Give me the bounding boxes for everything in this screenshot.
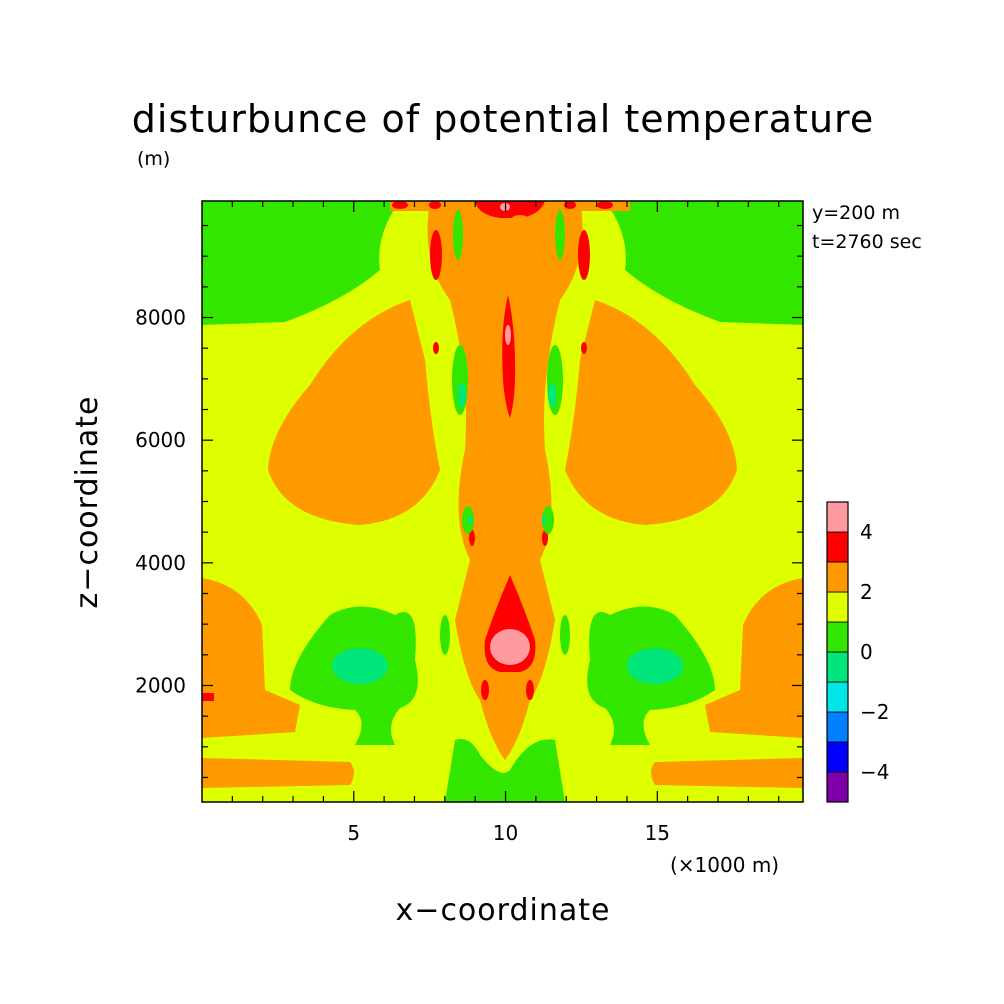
contour-field	[202, 201, 803, 802]
cold-spot	[458, 383, 466, 407]
colorbar-swatch	[826, 591, 849, 623]
x-tick-labels: 5 10 15	[347, 821, 670, 845]
region-left-warm-lobe	[268, 300, 440, 525]
y-tick-label: 8000	[135, 306, 186, 330]
colorbar	[826, 501, 849, 803]
y-tick-label: 2000	[135, 673, 186, 697]
warm-spot	[430, 230, 442, 280]
top-column-gap	[508, 215, 532, 235]
colorbar-swatch	[826, 771, 849, 803]
chart-title: disturbunce of potential temperature	[132, 97, 874, 141]
warm-spot	[526, 680, 534, 700]
colorbar-tick-label: 4	[860, 520, 873, 544]
colorbar-tick-label: −2	[860, 700, 889, 724]
axis-ticks	[202, 201, 803, 802]
cool-spot	[542, 506, 554, 534]
region-central-upper-jet	[502, 295, 516, 418]
top-hot-spot	[429, 201, 441, 209]
colorbar-swatch	[826, 711, 849, 743]
region-top-hot-spots	[475, 201, 545, 218]
colorbar-tick-label: −4	[860, 760, 889, 784]
region-upper-left-cool	[202, 201, 400, 325]
warm-spot	[542, 530, 548, 546]
warm-spot	[433, 342, 439, 354]
jet-core	[505, 325, 511, 345]
left-edge-spot	[202, 693, 214, 701]
colorbar-swatch	[826, 651, 849, 683]
top-hot-spot	[597, 201, 613, 209]
cold-spot	[468, 515, 472, 525]
region-bottom-cool-base	[445, 739, 565, 802]
y-tick-label: 6000	[135, 428, 186, 452]
region-lower-left-warm-band	[202, 578, 300, 738]
cold-spot	[548, 383, 556, 407]
cool-spot	[547, 345, 563, 415]
colorbar-swatch	[826, 501, 849, 533]
warm-spot	[481, 680, 489, 700]
annotation-time: t=2760 sec	[812, 231, 922, 253]
region-lower-right-bottom-band	[651, 758, 803, 788]
colorbar-tick-label: 2	[860, 580, 873, 604]
colorbar-frame	[826, 501, 849, 803]
region-upper-right-cool	[605, 201, 803, 325]
top-hot-spot	[392, 201, 408, 209]
x-tick-label: 15	[645, 821, 670, 845]
y-tick-labels: 2000 4000 6000 8000	[135, 306, 186, 698]
cool-spot	[555, 210, 565, 260]
region-central-column	[427, 201, 583, 760]
y-axis-label: z−coordinate	[70, 396, 105, 609]
colorbar-tick-labels: −4 −2 0 2 4	[860, 520, 889, 784]
x-axis-unit: (×1000 m)	[670, 853, 779, 877]
y-tick-label: 4000	[135, 551, 186, 575]
region-lower-left-core	[332, 648, 388, 684]
warm-spot	[581, 342, 587, 354]
x-tick-label: 10	[493, 821, 518, 845]
region-lower-right-core	[627, 648, 683, 684]
cold-spot	[542, 515, 546, 525]
colorbar-swatch	[826, 621, 849, 653]
colorbar-swatch	[826, 681, 849, 713]
colorbar-swatch	[826, 561, 849, 593]
title-unit: (m)	[137, 148, 170, 170]
annotation-y-position: y=200 m	[812, 202, 900, 224]
cool-spot	[453, 210, 463, 260]
colorbar-swatch	[826, 531, 849, 563]
region-lower-left-bottom-band	[202, 758, 354, 788]
top-hot-spot	[564, 201, 576, 209]
region-lower-right-warm-band	[705, 578, 803, 738]
x-axis-label: x−coordinate	[396, 893, 611, 928]
colorbar-swatch	[826, 741, 849, 773]
x-tick-label: 5	[347, 821, 360, 845]
warm-spot	[578, 230, 590, 280]
region-central-thermal-core	[490, 629, 530, 665]
region-right-warm-lobe	[565, 300, 737, 525]
colorbar-tick-label: 0	[860, 640, 873, 664]
cool-spot	[440, 615, 450, 655]
cool-spot	[560, 615, 570, 655]
warm-spot	[469, 530, 475, 546]
